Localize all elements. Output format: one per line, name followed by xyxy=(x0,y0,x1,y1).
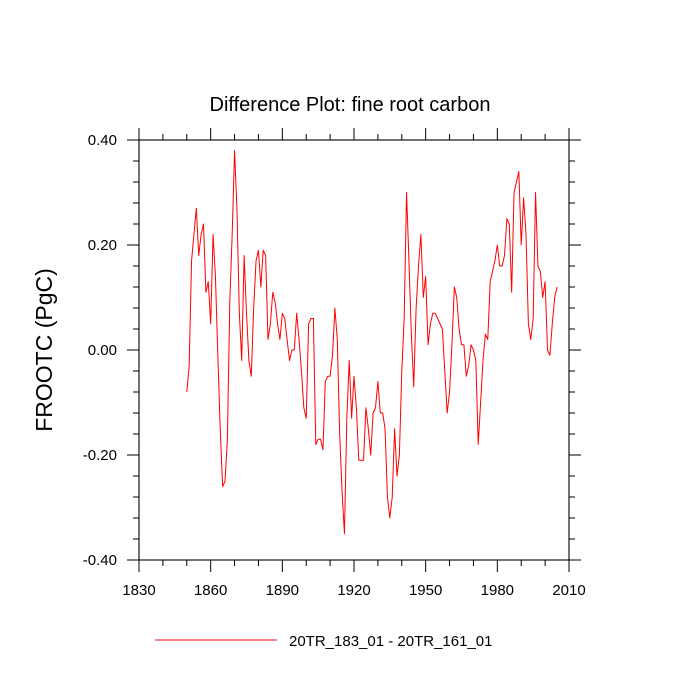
legend: 20TR_183_01 - 20TR_161_01 xyxy=(155,633,492,650)
y-tick-label: 0.20 xyxy=(88,237,117,254)
series-lines xyxy=(186,150,558,535)
x-tick-label: 1830 xyxy=(122,582,155,599)
x-tick-label: 2010 xyxy=(552,582,585,599)
series-line xyxy=(186,150,558,535)
x-tick-label: 1860 xyxy=(194,582,227,599)
chart-title: Difference Plot: fine root carbon xyxy=(210,94,491,116)
y-tick-label: -0.20 xyxy=(83,447,117,464)
y-tick-label: 0.00 xyxy=(88,342,117,359)
y-tick-label: 0.40 xyxy=(88,132,117,149)
axis-ticks xyxy=(127,128,581,572)
x-tick-label: 1920 xyxy=(337,582,370,599)
axis-tick-labels: 1830 1860 1890 1920 1950 1980 2010 -0.40 -0.20 0.… xyxy=(83,132,586,599)
y-axis-label: FROOTC (PgC) xyxy=(31,268,57,432)
x-tick-label: 1890 xyxy=(266,582,299,599)
x-tick-label: 1980 xyxy=(481,582,514,599)
y-tick-label: -0.40 xyxy=(83,552,117,569)
legend-label: 20TR_183_01 - 20TR_161_01 xyxy=(289,633,492,650)
x-tick-label: 1950 xyxy=(409,582,442,599)
